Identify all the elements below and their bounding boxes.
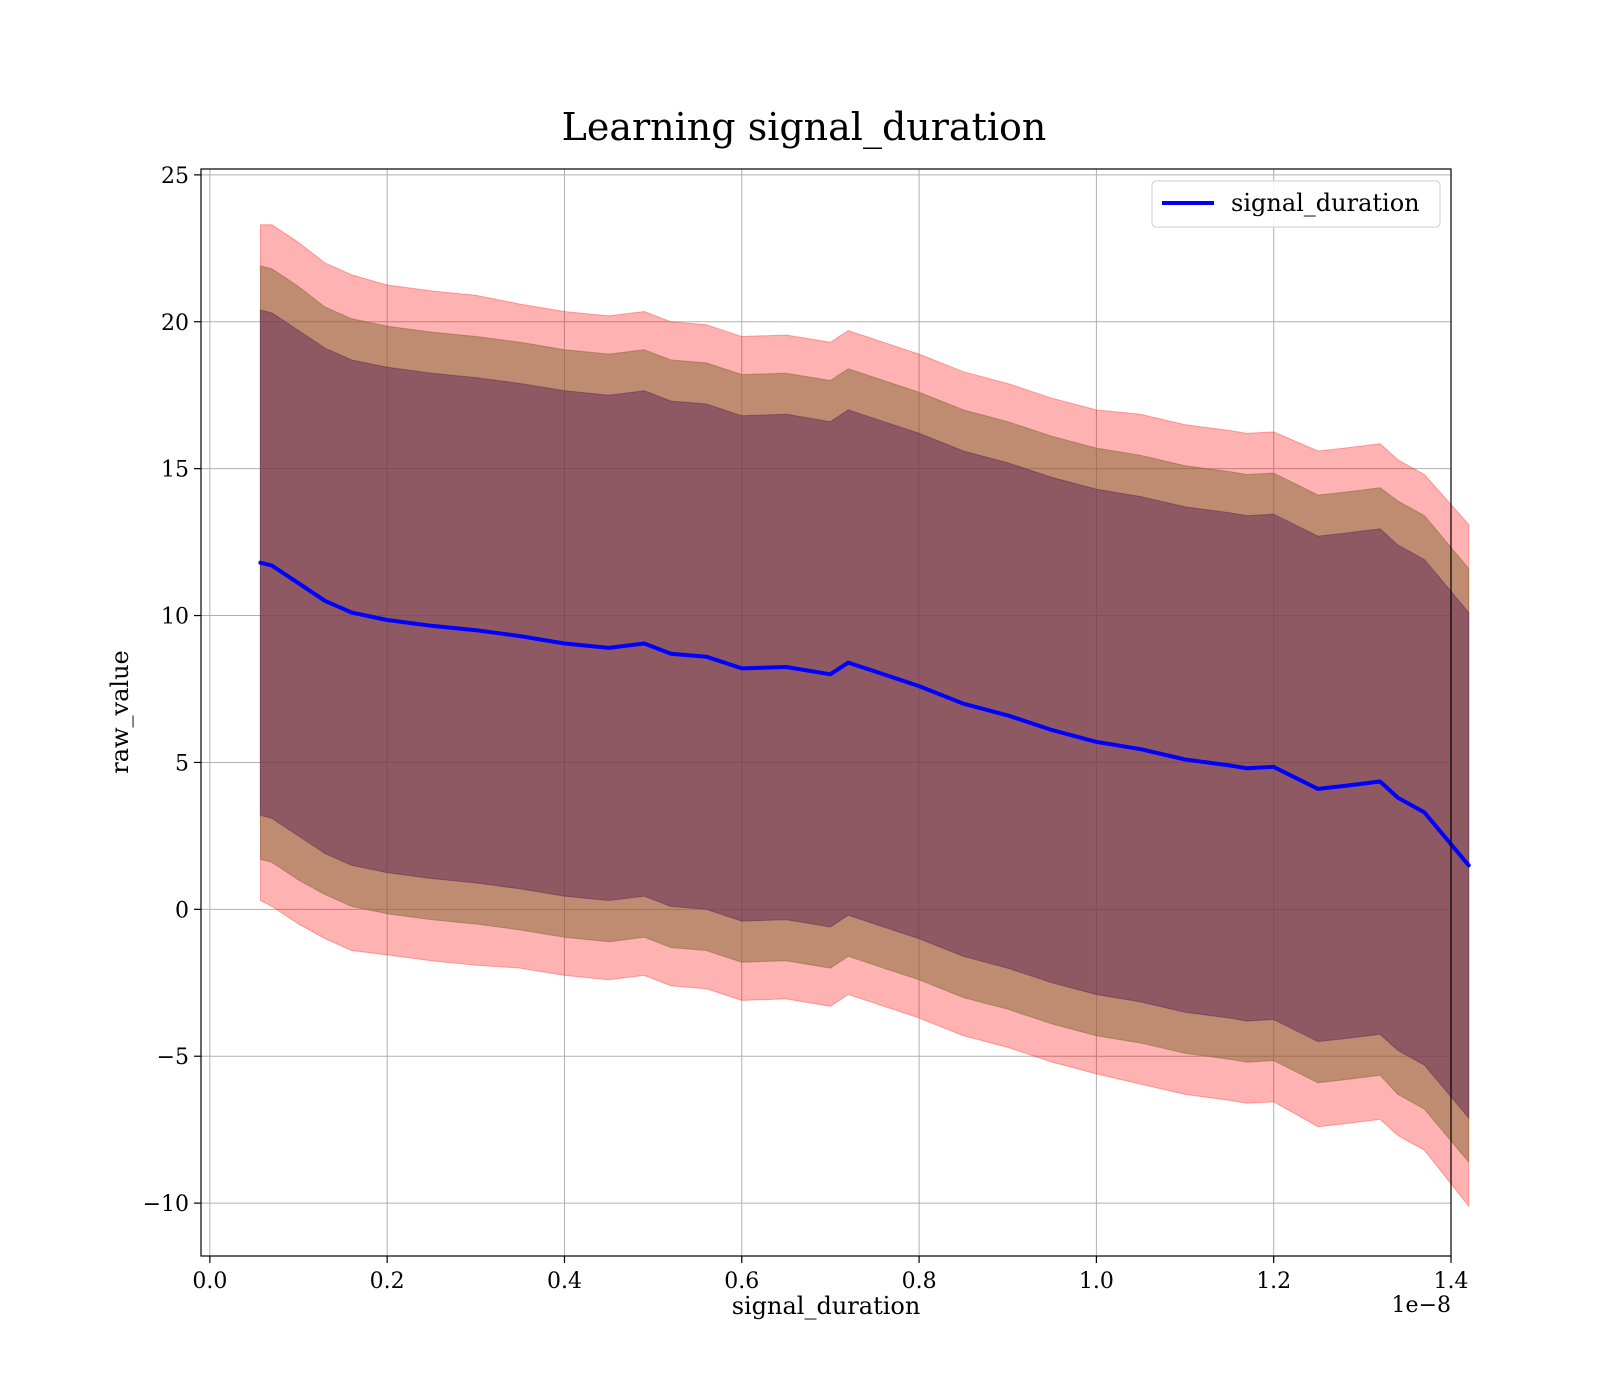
x-tick-label: 0.4 [547, 1269, 582, 1294]
y-tick-label: 25 [161, 164, 189, 189]
series-line-signal-duration [258, 560, 1471, 868]
x-tick-label: 1.4 [1434, 1269, 1469, 1294]
plot-frame [200, 168, 1452, 1257]
x-tick-label: 0.0 [192, 1269, 227, 1294]
x-tick-label: 0.6 [724, 1269, 759, 1294]
y-ticks: −10 −5 0 5 10 15 20 25 [143, 164, 201, 1217]
y-tick-label: 10 [161, 605, 189, 630]
x-tick-label: 1.2 [1256, 1269, 1291, 1294]
y-tick-label: 0 [175, 898, 189, 923]
chart-title: Learning signal_duration [562, 105, 1047, 150]
y-tick-label: 15 [161, 458, 189, 483]
y-tick-label: −10 [143, 1192, 189, 1217]
x-tick-label: 0.8 [902, 1269, 937, 1294]
legend: signal_duration [1151, 180, 1441, 228]
x-tick-label: 0.2 [370, 1269, 405, 1294]
y-tick-label: 20 [161, 311, 189, 336]
legend-label: signal_duration [1231, 189, 1420, 217]
x-ticks: 0.0 0.2 0.4 0.6 0.8 1.0 1.2 1.4 [192, 1256, 1469, 1294]
x-axis-label: signal_duration [732, 1292, 921, 1320]
series-lines [258, 560, 1471, 868]
x-tick-label: 1.0 [1079, 1269, 1114, 1294]
x-offset-label: 1e−8 [1392, 1293, 1451, 1318]
y-tick-label: −5 [157, 1045, 189, 1070]
y-axis-label: raw_value [106, 650, 134, 774]
y-tick-label: 5 [175, 751, 189, 776]
confidence-band-3 [259, 309, 1470, 1120]
legend-box [1151, 180, 1441, 228]
confidence-bands [259, 224, 1470, 1208]
